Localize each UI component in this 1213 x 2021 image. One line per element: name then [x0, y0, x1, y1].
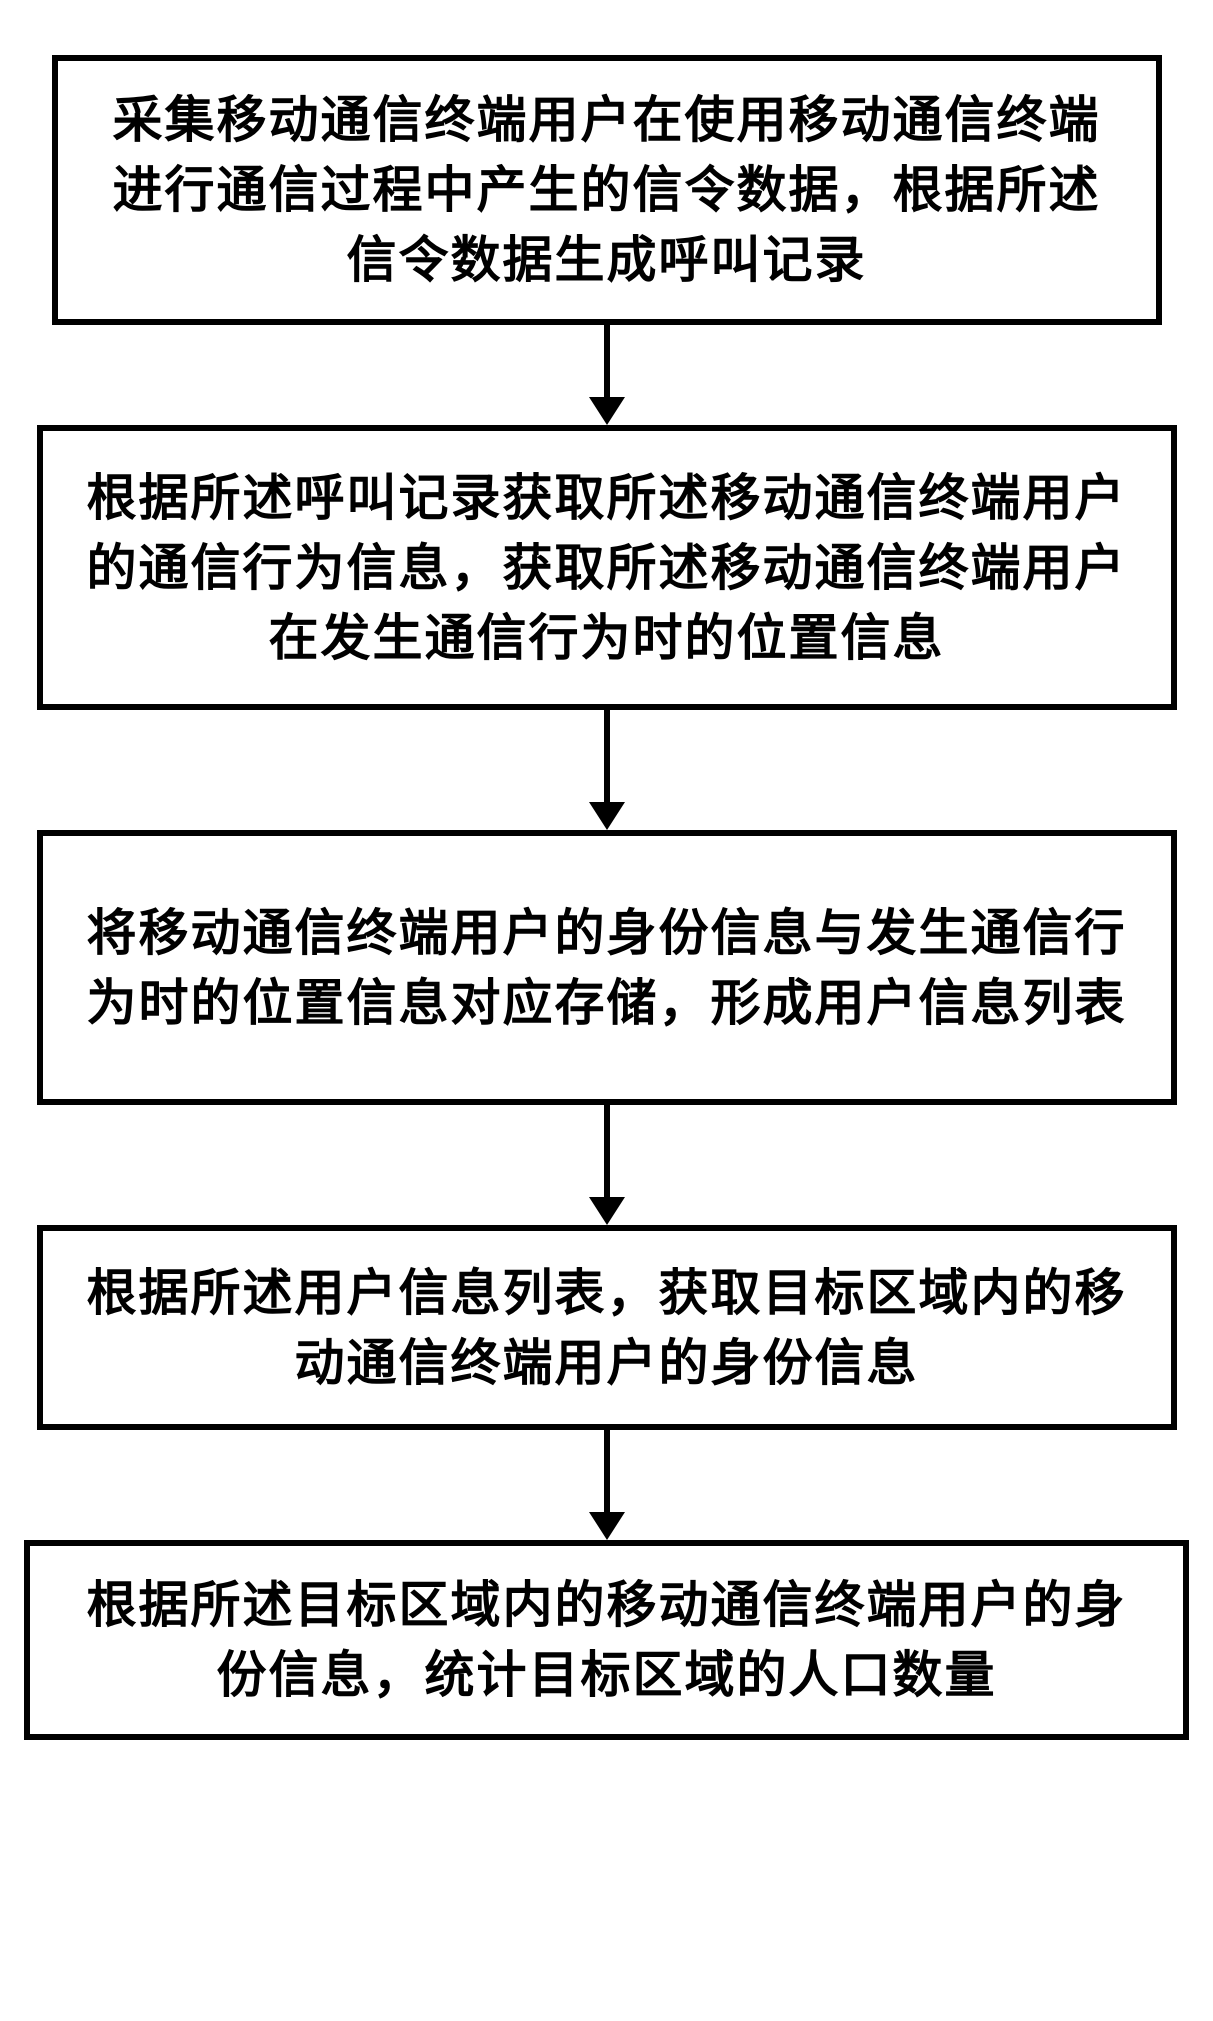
flow-step-5-text: 根据所述目标区域内的移动通信终端用户的身份信息，统计目标区域的人口数量 — [65, 1570, 1148, 1710]
flow-step-2-text: 根据所述呼叫记录获取所述移动通信终端用户的通信行为信息，获取所述移动通信终端用户… — [78, 463, 1136, 673]
arrow-3 — [589, 1105, 625, 1225]
flow-step-4: 根据所述用户信息列表，获取目标区域内的移动通信终端用户的身份信息 — [37, 1225, 1177, 1430]
arrow-head-icon — [589, 1197, 625, 1225]
flow-step-1: 采集移动通信终端用户在使用移动通信终端进行通信过程中产生的信令数据，根据所述信令… — [52, 55, 1162, 325]
flow-step-5: 根据所述目标区域内的移动通信终端用户的身份信息，统计目标区域的人口数量 — [24, 1540, 1189, 1740]
flow-step-3: 将移动通信终端用户的身份信息与发生通信行为时的位置信息对应存储，形成用户信息列表 — [37, 830, 1177, 1105]
arrow-1 — [589, 325, 625, 425]
flow-step-4-text: 根据所述用户信息列表，获取目标区域内的移动通信终端用户的身份信息 — [78, 1258, 1136, 1398]
arrow-line-icon — [604, 1430, 610, 1512]
flow-step-3-text: 将移动通信终端用户的身份信息与发生通信行为时的位置信息对应存储，形成用户信息列表 — [78, 898, 1136, 1038]
arrow-line-icon — [604, 710, 610, 802]
arrow-head-icon — [589, 397, 625, 425]
arrow-head-icon — [589, 1512, 625, 1540]
arrow-line-icon — [604, 325, 610, 397]
arrow-head-icon — [589, 802, 625, 830]
arrow-2 — [589, 710, 625, 830]
arrow-4 — [589, 1430, 625, 1540]
flow-step-1-text: 采集移动通信终端用户在使用移动通信终端进行通信过程中产生的信令数据，根据所述信令… — [93, 85, 1121, 295]
flowchart-container: 采集移动通信终端用户在使用移动通信终端进行通信过程中产生的信令数据，根据所述信令… — [0, 0, 1213, 1740]
arrow-line-icon — [604, 1105, 610, 1197]
flow-step-2: 根据所述呼叫记录获取所述移动通信终端用户的通信行为信息，获取所述移动通信终端用户… — [37, 425, 1177, 710]
